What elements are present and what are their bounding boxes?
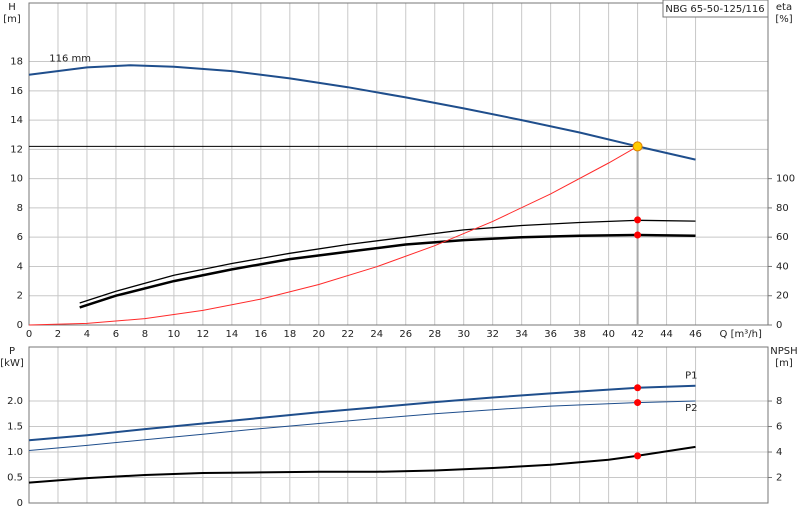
y2-tick-label: 20 <box>776 291 789 302</box>
operating-point <box>632 141 643 152</box>
x-tick-label: 32 <box>486 329 499 340</box>
y-tick-label: 2.0 <box>7 396 23 407</box>
y-tick-label: 6 <box>17 232 23 243</box>
plot-frame <box>28 346 769 504</box>
x-tick-label: 40 <box>602 329 615 340</box>
x-tick-label: 8 <box>142 329 148 340</box>
y2-tick-label: 4 <box>776 447 782 458</box>
point-marker <box>634 231 642 239</box>
point-marker <box>634 216 642 224</box>
x-tick-label: 6 <box>113 329 119 340</box>
point-marker <box>634 384 642 392</box>
x-tick-label: 12 <box>197 329 210 340</box>
x-tick-label: 26 <box>399 329 412 340</box>
y-tick-label: 16 <box>10 86 23 97</box>
x-tick-label: 36 <box>544 329 557 340</box>
y2-axis-label: NPSH <box>770 346 797 357</box>
series-label: P2 <box>685 403 697 414</box>
x-tick-label: 14 <box>225 329 238 340</box>
y-tick-label: 1.5 <box>7 422 23 433</box>
x-tick-label: 42 <box>631 329 644 340</box>
x-tick-label: 18 <box>283 329 296 340</box>
y2-axis-label: [m] <box>775 358 793 369</box>
x-tick-label: 0 <box>26 329 32 340</box>
y-axis-label: [m] <box>3 14 21 25</box>
y2-axis-label: eta <box>776 2 792 13</box>
y2-tick-label: 100 <box>776 174 795 185</box>
point-marker <box>634 452 642 460</box>
series-label: P1 <box>685 371 697 382</box>
y2-tick-label: 0 <box>776 320 782 331</box>
y-tick-label: 12 <box>10 144 23 155</box>
x-tick-label: 38 <box>573 329 586 340</box>
series-line <box>28 384 696 442</box>
y-tick-label: 1.0 <box>7 447 23 458</box>
title-box <box>662 0 769 18</box>
y2-tick-label: 80 <box>776 203 789 214</box>
x-tick-label: 30 <box>457 329 470 340</box>
y-tick-label: 0 <box>17 498 23 509</box>
y-tick-label: 0.5 <box>7 473 23 484</box>
y-tick-label: 10 <box>10 174 23 185</box>
x-tick-label: 16 <box>254 329 267 340</box>
y-tick-label: 2 <box>17 291 23 302</box>
x-tick-label: 34 <box>515 329 528 340</box>
x-tick-label: 44 <box>660 329 673 340</box>
y-tick-label: 4 <box>17 261 23 272</box>
x-tick-label: 46 <box>689 329 702 340</box>
series-line <box>79 219 696 304</box>
y2-tick-label: 2 <box>776 473 782 484</box>
y2-tick-label: 6 <box>776 422 782 433</box>
y-axis-label: [kW] <box>0 358 24 369</box>
plot-frame <box>28 2 769 326</box>
x-axis-label: Q [m³/h] <box>720 329 762 340</box>
series-line <box>79 233 696 309</box>
x-tick-label: 4 <box>84 329 90 340</box>
y2-tick-label: 60 <box>776 232 789 243</box>
x-tick-label: 2 <box>55 329 61 340</box>
x-tick-label: 22 <box>341 329 354 340</box>
series-line <box>28 145 638 326</box>
y2-tick-label: 40 <box>776 261 789 272</box>
series-line <box>28 64 696 161</box>
y-axis-label: P <box>9 346 15 357</box>
y2-axis-label: [%] <box>775 14 792 25</box>
point-marker <box>634 399 642 407</box>
series-line <box>28 445 696 484</box>
series-line <box>28 400 696 451</box>
x-tick-label: 10 <box>168 329 181 340</box>
curve-annotation: 116 mm <box>49 54 91 65</box>
x-tick-label: 24 <box>370 329 383 340</box>
chart-title: NBG 65-50-125/116 <box>665 4 764 15</box>
y-tick-label: 18 <box>10 57 23 68</box>
x-tick-label: 28 <box>428 329 441 340</box>
y-axis-label: H <box>8 2 16 13</box>
y2-tick-label: 8 <box>776 396 782 407</box>
y-tick-label: 8 <box>17 203 23 214</box>
y-tick-label: 0 <box>17 320 23 331</box>
x-tick-label: 20 <box>312 329 325 340</box>
y-tick-label: 14 <box>10 115 23 126</box>
